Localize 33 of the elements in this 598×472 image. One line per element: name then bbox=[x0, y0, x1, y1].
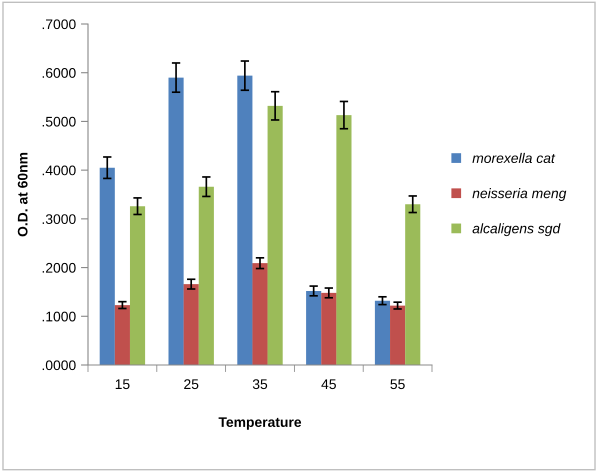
bar bbox=[114, 305, 130, 365]
y-tick-label: .4000 bbox=[42, 165, 76, 176]
y-axis-title: O.D. at 60nm bbox=[18, 152, 28, 236]
bar bbox=[405, 204, 420, 365]
bar bbox=[336, 115, 352, 365]
x-tick-label: 15 bbox=[116, 379, 130, 390]
x-tick-label: 55 bbox=[390, 379, 405, 390]
bar bbox=[130, 206, 146, 365]
bar bbox=[390, 306, 406, 365]
legend-label: neisseria meng bbox=[472, 188, 566, 201]
bar bbox=[100, 168, 115, 365]
x-tick-label: 25 bbox=[184, 379, 198, 390]
y-tick-label: .3000 bbox=[42, 214, 76, 224]
legend-label: alcaligens sgd bbox=[472, 223, 561, 236]
legend-label: morexella cat bbox=[472, 152, 556, 164]
y-tick-label: .7000 bbox=[42, 19, 76, 30]
y-tick-label: .6000 bbox=[42, 68, 76, 78]
x-tick-label: 35 bbox=[252, 379, 268, 390]
bar bbox=[374, 300, 390, 365]
x-tick-label: 45 bbox=[321, 379, 336, 390]
bar bbox=[184, 284, 199, 365]
y-tick-label: .2000 bbox=[42, 262, 76, 273]
x-axis-title: Temperature bbox=[218, 417, 302, 430]
bar bbox=[237, 76, 252, 365]
bar bbox=[321, 292, 336, 365]
bar bbox=[168, 78, 184, 365]
bar bbox=[198, 186, 214, 365]
bar bbox=[306, 290, 322, 365]
y-tick-label: .1000 bbox=[42, 312, 76, 322]
bar bbox=[268, 106, 283, 365]
y-tick-label: .0000 bbox=[42, 360, 76, 370]
bar bbox=[252, 263, 268, 365]
y-tick-label: .5000 bbox=[42, 116, 76, 127]
